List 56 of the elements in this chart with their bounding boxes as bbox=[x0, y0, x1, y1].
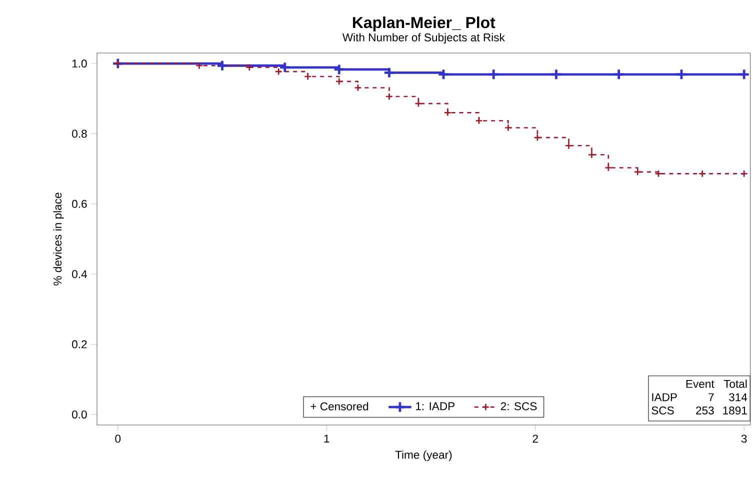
point bbox=[333, 64, 346, 76]
y-tick-label: 1.0 bbox=[72, 60, 87, 68]
point bbox=[475, 116, 483, 125]
point bbox=[278, 61, 291, 74]
point bbox=[385, 92, 394, 100]
x-tick-label: 2 bbox=[532, 434, 538, 443]
y-tick-label: 0.0 bbox=[72, 410, 87, 418]
annotation: Event bbox=[686, 380, 714, 388]
chart-title: Kaplan-Meier_ Plot bbox=[352, 16, 496, 32]
point bbox=[488, 68, 500, 80]
point bbox=[195, 62, 204, 70]
point bbox=[634, 168, 642, 176]
point bbox=[414, 100, 422, 108]
x-tick-label: 3 bbox=[741, 434, 747, 443]
y-tick-label: 0.4 bbox=[72, 270, 87, 278]
x-axis-title: Time (year) bbox=[395, 450, 452, 461]
point bbox=[304, 72, 312, 80]
point bbox=[564, 142, 573, 150]
point bbox=[246, 64, 254, 72]
point bbox=[738, 68, 750, 80]
point bbox=[550, 68, 562, 80]
point bbox=[504, 124, 512, 132]
y-tick-label: 0.8 bbox=[72, 130, 87, 138]
annotation: SCS bbox=[652, 406, 674, 414]
point bbox=[612, 68, 625, 80]
point bbox=[112, 58, 124, 70]
chart-subtitle: With Number of Subjects at Risk bbox=[342, 33, 505, 44]
annotation: + Censored bbox=[310, 402, 368, 410]
point bbox=[335, 78, 343, 86]
point bbox=[438, 68, 450, 80]
y-axis-title: % devices in place bbox=[53, 192, 64, 286]
point bbox=[444, 108, 452, 117]
y-tick-label: 0.6 bbox=[72, 200, 87, 208]
point bbox=[114, 60, 122, 68]
annotation: IADP bbox=[652, 393, 677, 402]
point bbox=[534, 134, 542, 142]
annotation: 253 bbox=[696, 406, 714, 414]
x-tick-label: 1 bbox=[324, 434, 330, 442]
point bbox=[675, 68, 688, 80]
point bbox=[740, 170, 748, 178]
point bbox=[216, 60, 228, 72]
annotation: 314 bbox=[729, 393, 748, 402]
point bbox=[588, 150, 596, 159]
point bbox=[383, 66, 396, 79]
point bbox=[604, 164, 612, 172]
point bbox=[354, 84, 362, 92]
legend-label: 2: SCS bbox=[500, 402, 537, 410]
legend-label: 1: IADP bbox=[416, 402, 455, 410]
y-tick-label: 0.2 bbox=[72, 340, 87, 348]
x-tick-label: 0 bbox=[115, 434, 121, 443]
point bbox=[698, 170, 706, 178]
point bbox=[654, 170, 662, 178]
annotation: 1891 bbox=[723, 406, 747, 414]
annotation: Total bbox=[724, 380, 747, 388]
point bbox=[274, 68, 282, 76]
annotation: 7 bbox=[708, 393, 714, 402]
